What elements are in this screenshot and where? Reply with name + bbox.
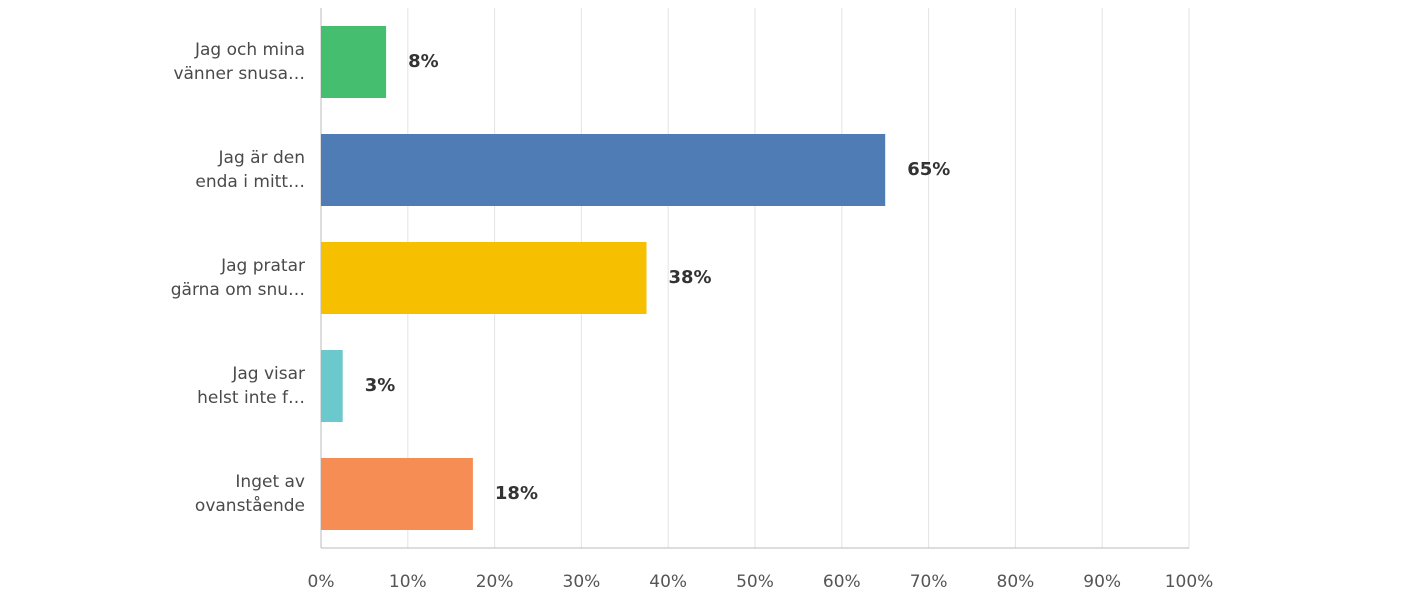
x-tick-label: 100% <box>1165 572 1214 592</box>
value-label: 18% <box>495 483 538 504</box>
category-label: Jag och mina vänner snusa… <box>173 40 305 84</box>
value-label: 38% <box>669 267 712 288</box>
x-tick-label: 20% <box>476 572 514 592</box>
category-label: Jag är den enda i mitt… <box>195 148 305 192</box>
x-tick-label: 70% <box>910 572 948 592</box>
x-tick-label: 90% <box>1083 572 1121 592</box>
bar <box>321 134 886 206</box>
bar <box>321 458 473 530</box>
x-tick-label: 40% <box>649 572 687 592</box>
category-label-line: gärna om snu… <box>171 280 305 300</box>
bar <box>321 242 647 314</box>
value-label: 3% <box>365 375 396 396</box>
category-label: Inget av ovanstående <box>195 472 305 516</box>
bar <box>321 26 387 98</box>
x-tick-label: 80% <box>997 572 1035 592</box>
bar <box>321 350 343 422</box>
category-label-line: vänner snusa… <box>173 64 305 84</box>
category-label-line: Jag visar <box>231 364 305 384</box>
x-tick-label: 0% <box>308 572 335 592</box>
x-tick-label: 30% <box>563 572 601 592</box>
category-label-line: enda i mitt… <box>195 172 305 192</box>
category-label-line: Jag pratar <box>220 256 305 276</box>
category-label-line: Jag och mina <box>194 40 305 60</box>
x-tick-label: 60% <box>823 572 861 592</box>
x-tick-label: 10% <box>389 572 427 592</box>
value-label: 65% <box>907 159 950 180</box>
category-label: Jag pratar gärna om snu… <box>171 256 305 300</box>
category-label-line: ovanstående <box>195 495 305 516</box>
x-tick-label: 50% <box>736 572 774 592</box>
category-label-line: Jag är den <box>218 148 305 168</box>
category-label-line: Inget av <box>235 472 305 492</box>
category-label: Jag visar helst inte f… <box>197 364 305 408</box>
category-label-line: helst inte f… <box>197 388 305 408</box>
value-label: 8% <box>408 51 439 72</box>
